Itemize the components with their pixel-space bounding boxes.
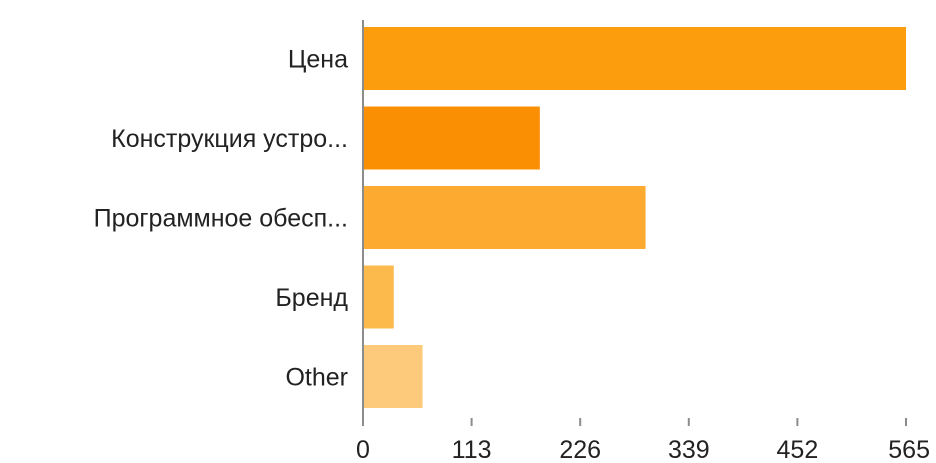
category-label-0: Цена — [288, 46, 348, 74]
x-tick-label-2: 226 — [559, 436, 601, 463]
bar-2 — [363, 186, 646, 249]
bar-0 — [363, 27, 906, 90]
bar-4 — [363, 345, 423, 408]
x-tick-label-1: 113 — [452, 436, 492, 463]
x-tick-label-0: 0 — [356, 436, 370, 463]
bar-1 — [363, 106, 540, 170]
category-label-4: Other — [285, 364, 348, 392]
category-label-2: Программное обесп... — [94, 205, 348, 233]
bar-3 — [363, 265, 394, 329]
category-label-3: Бренд — [275, 284, 348, 312]
x-tick-label-3: 339 — [668, 436, 710, 463]
category-label-1: Конструкция устро... — [111, 125, 348, 153]
x-tick-label-5: 565 — [888, 436, 930, 463]
x-tick-label-4: 452 — [777, 436, 819, 463]
